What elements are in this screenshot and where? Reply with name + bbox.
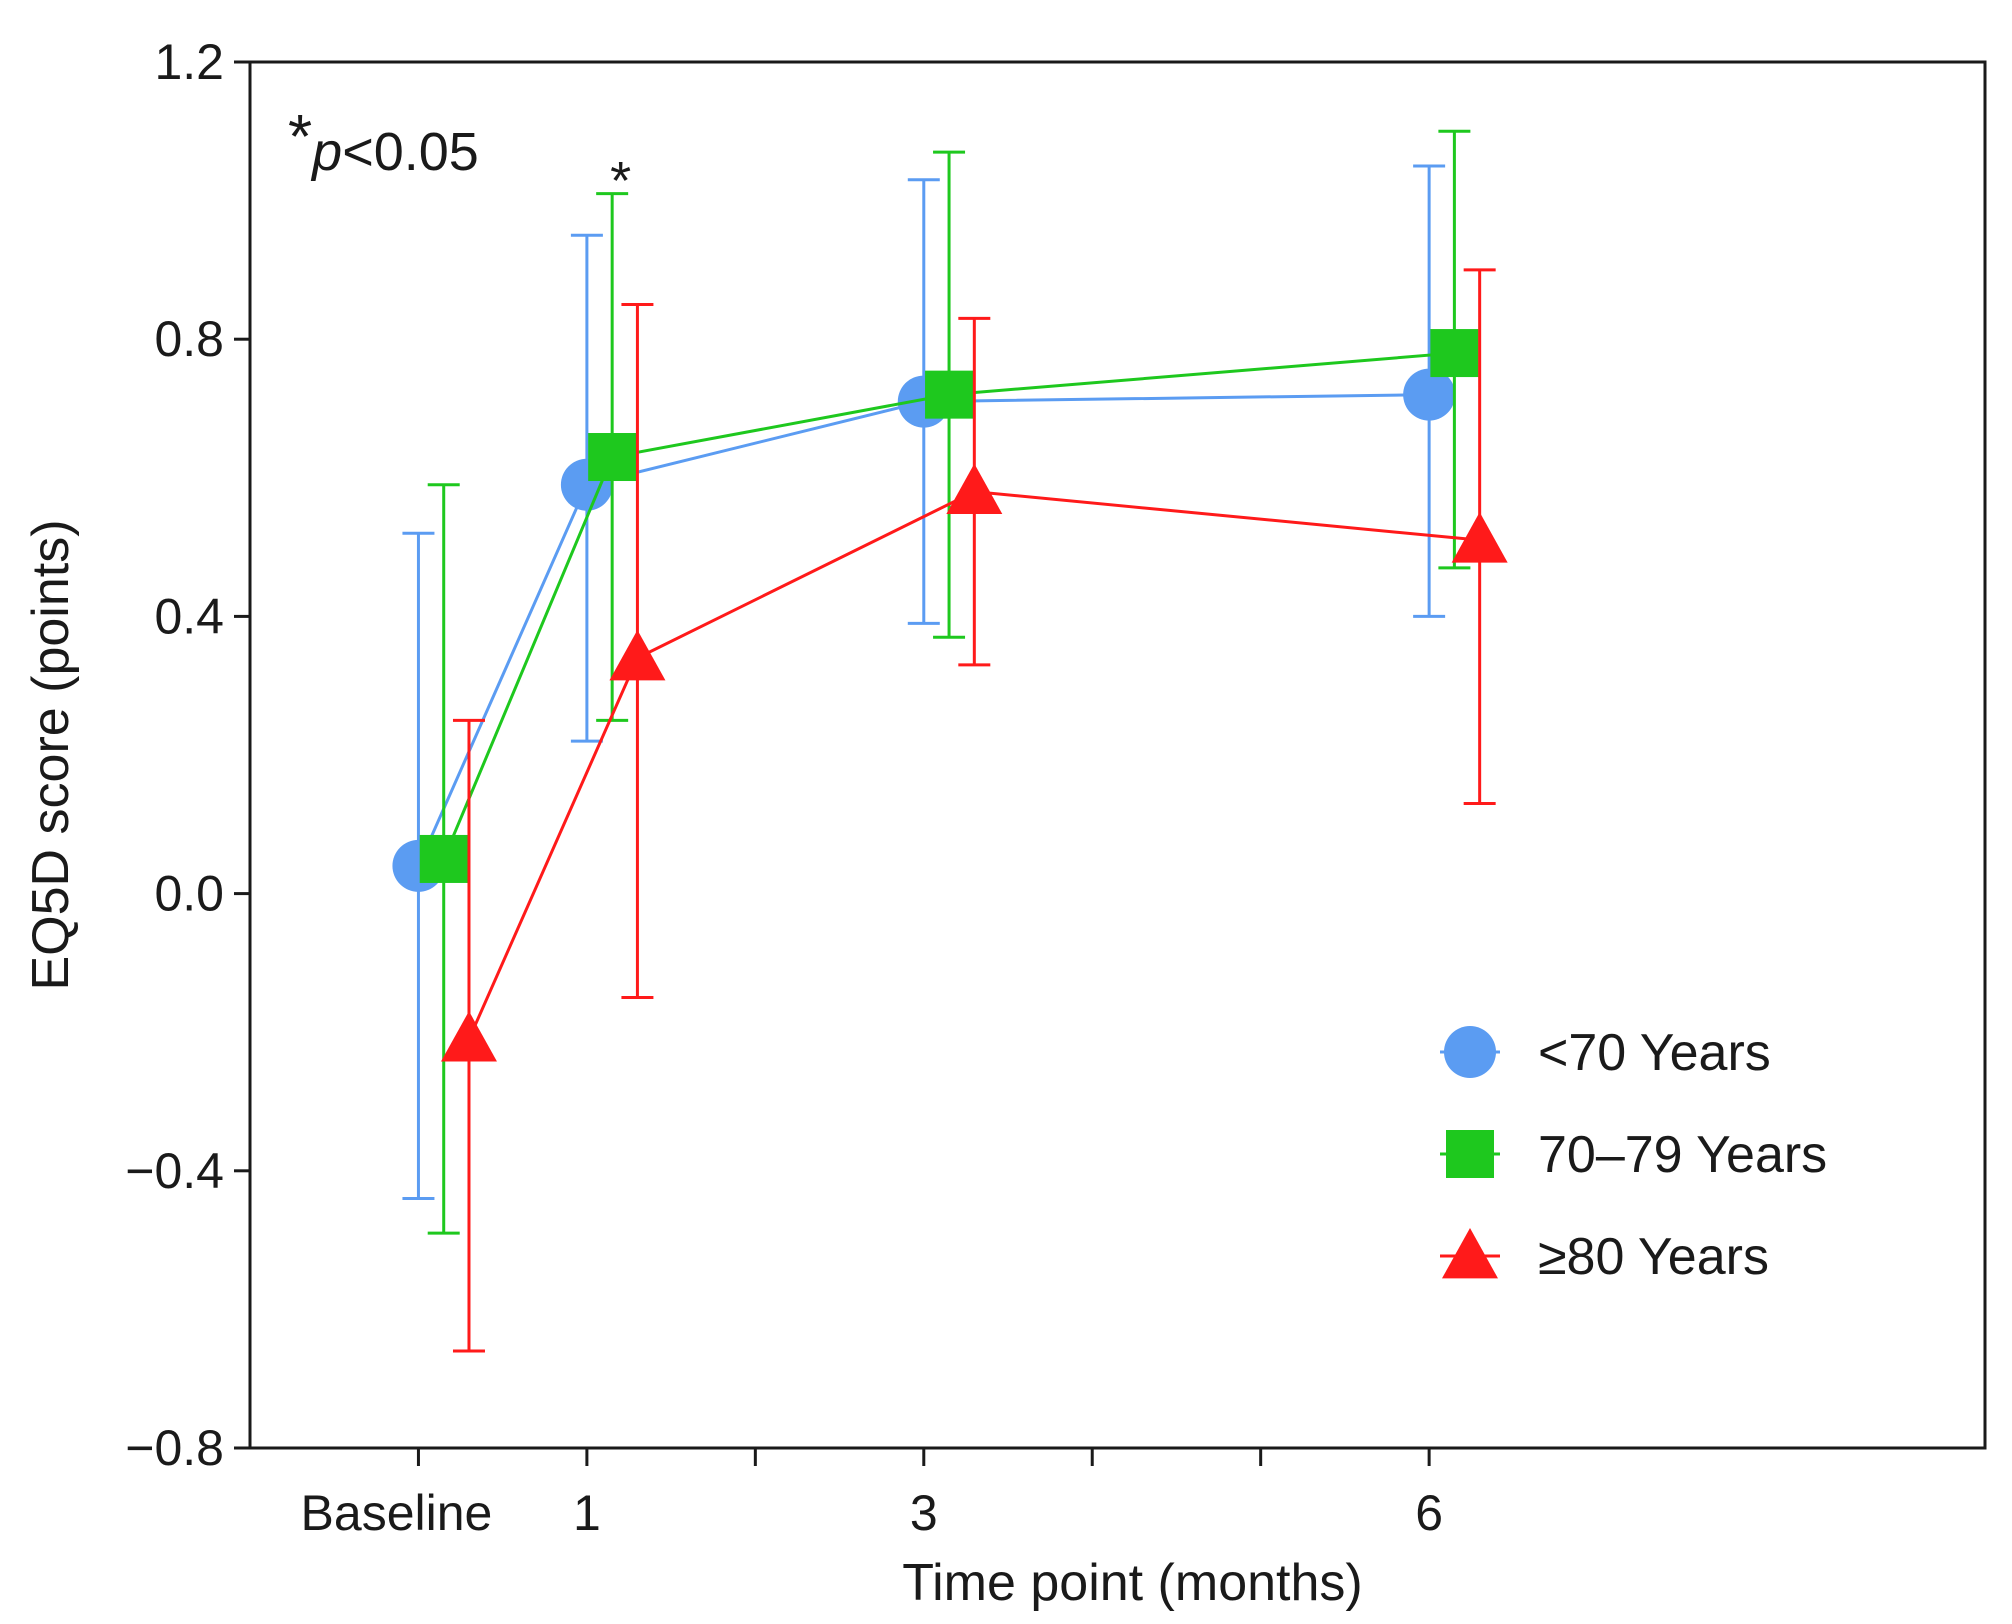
y-tick-label: −0.4 (125, 1143, 224, 1199)
data-point (1451, 512, 1508, 563)
legend-label: 70–79 Years (1538, 1126, 1827, 1184)
data-point (588, 433, 637, 482)
data-point (1403, 368, 1456, 421)
series-layer (392, 129, 1508, 1353)
series-circle (392, 164, 1456, 1201)
annotation-layer: *p<0.05 * (288, 103, 631, 211)
x-tick-label: Baseline (301, 1485, 493, 1541)
series-line (467, 490, 1480, 1040)
legend-label: ≥80 Years (1538, 1228, 1769, 1286)
legend-item: 70–79 Years (1440, 1126, 1827, 1184)
data-point (946, 463, 1003, 515)
series-line (417, 393, 1430, 867)
significance-key-p: p (310, 122, 342, 182)
y-tick-label: 0.4 (154, 588, 224, 644)
legend-marker (1446, 1130, 1494, 1178)
x-axis: Baseline 1 3 6 (301, 1448, 1443, 1541)
data-point (1430, 329, 1479, 378)
plot-border (248, 60, 1987, 1450)
y-tick-label: 0.8 (154, 311, 224, 367)
series-line (442, 351, 1455, 860)
legend-item: ≥80 Years (1440, 1228, 1769, 1286)
significance-key-star: * (288, 103, 312, 172)
y-tick-label: 1.2 (154, 34, 224, 90)
x-tick-label: 3 (910, 1485, 938, 1541)
y-axis: −0.8 −0.4 0.0 0.4 0.8 1.2 (125, 34, 250, 1476)
plot-frame (248, 60, 1987, 1450)
legend-item: <70 Years (1440, 1024, 1771, 1082)
series-square (419, 129, 1479, 1235)
x-tick-label: 1 (573, 1485, 601, 1541)
y-axis-title: EQ5D score (points) (22, 519, 80, 990)
y-tick-label: −0.8 (125, 1420, 224, 1476)
legend: <70 Years 70–79 Years ≥80 Years (1440, 1024, 1827, 1286)
x-axis-title: Time point (months) (902, 1554, 1362, 1612)
significance-marker: * (610, 151, 631, 211)
x-tick-label: 6 (1415, 1485, 1443, 1541)
series-triangle (440, 268, 1508, 1353)
data-point (925, 370, 974, 419)
data-point (609, 629, 666, 681)
legend-marker (1444, 1026, 1496, 1078)
data-point (440, 1011, 497, 1062)
significance-key: *p<0.05 (288, 103, 479, 182)
y-tick-label: 0.0 (154, 866, 224, 922)
significance-key-suffix: <0.05 (342, 122, 479, 182)
data-point (419, 834, 468, 883)
legend-marker (1442, 1228, 1498, 1279)
legend-label: <70 Years (1538, 1024, 1771, 1082)
